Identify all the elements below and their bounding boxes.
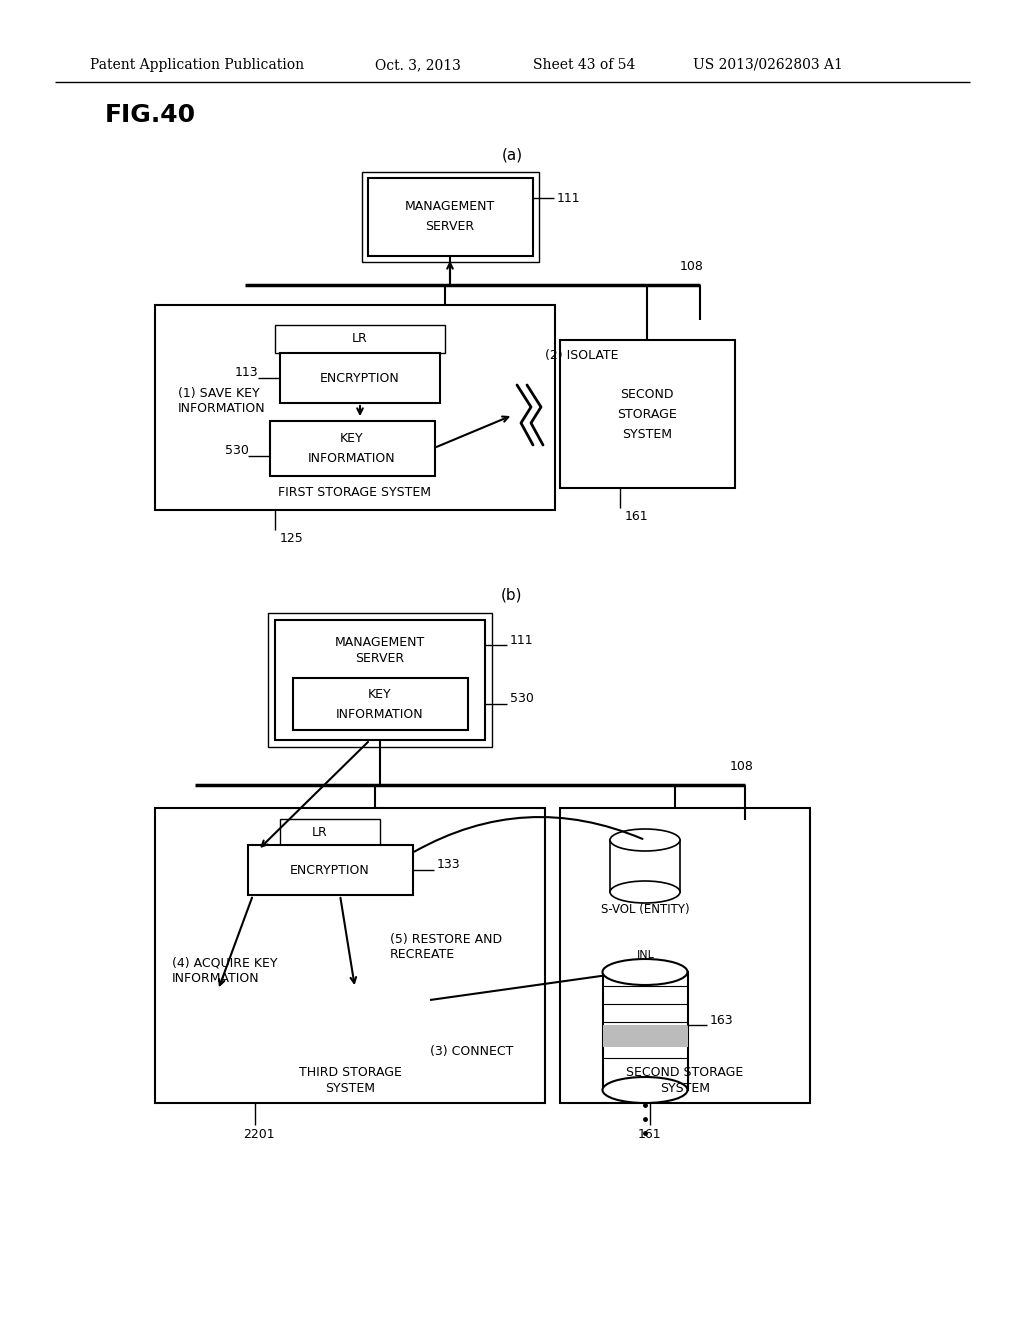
Text: SYSTEM: SYSTEM <box>325 1082 375 1096</box>
Text: (3) CONNECT: (3) CONNECT <box>430 1045 513 1059</box>
Text: INFORMATION: INFORMATION <box>308 451 396 465</box>
Bar <box>560 341 735 488</box>
Text: 161: 161 <box>638 1129 662 1142</box>
Bar <box>362 172 539 261</box>
Bar <box>248 845 413 895</box>
Text: 108: 108 <box>730 760 754 774</box>
Text: KEY: KEY <box>369 688 392 701</box>
Text: US 2013/0262803 A1: US 2013/0262803 A1 <box>693 58 843 73</box>
Bar <box>560 808 810 1104</box>
Text: SERVER: SERVER <box>355 652 404 664</box>
Text: INFORMATION: INFORMATION <box>178 401 265 414</box>
Text: (b): (b) <box>502 587 522 602</box>
Text: SECOND STORAGE: SECOND STORAGE <box>627 1067 743 1080</box>
Text: 125: 125 <box>280 532 304 544</box>
Bar <box>155 808 545 1104</box>
Ellipse shape <box>610 829 680 851</box>
Text: Sheet 43 of 54: Sheet 43 of 54 <box>534 58 635 73</box>
Bar <box>280 818 380 845</box>
Text: 161: 161 <box>625 510 648 523</box>
Text: 530: 530 <box>225 444 249 457</box>
Text: JNL: JNL <box>636 950 654 960</box>
Bar <box>368 178 534 256</box>
Text: (1) SAVE KEY: (1) SAVE KEY <box>178 387 260 400</box>
Bar <box>275 620 485 741</box>
Text: FIRST STORAGE SYSTEM: FIRST STORAGE SYSTEM <box>279 486 431 499</box>
Text: SYSTEM: SYSTEM <box>660 1082 710 1096</box>
Bar <box>275 325 445 352</box>
Bar <box>603 1026 688 1047</box>
Text: SECOND: SECOND <box>621 388 674 400</box>
Text: 530: 530 <box>510 693 534 705</box>
Text: INFORMATION: INFORMATION <box>336 708 424 721</box>
Text: 113: 113 <box>234 366 259 379</box>
Text: LR: LR <box>352 333 368 346</box>
Text: (4) ACQUIRE KEY: (4) ACQUIRE KEY <box>172 957 278 969</box>
Text: S-VOL (ENTITY): S-VOL (ENTITY) <box>601 903 689 916</box>
Text: SERVER: SERVER <box>425 220 474 234</box>
Text: (5) RESTORE AND: (5) RESTORE AND <box>390 933 502 946</box>
Text: (a): (a) <box>502 148 522 162</box>
Text: LR: LR <box>312 825 328 838</box>
Text: MANAGEMENT: MANAGEMENT <box>335 635 425 648</box>
Bar <box>270 421 435 477</box>
Text: 111: 111 <box>557 191 581 205</box>
Text: INFORMATION: INFORMATION <box>172 972 260 985</box>
Ellipse shape <box>602 960 687 985</box>
Text: 133: 133 <box>437 858 461 871</box>
Text: SYSTEM: SYSTEM <box>622 428 672 441</box>
Bar <box>268 612 492 747</box>
Text: STORAGE: STORAGE <box>617 408 677 421</box>
Bar <box>610 840 680 892</box>
Text: KEY: KEY <box>340 432 364 445</box>
Text: 111: 111 <box>510 634 534 647</box>
Text: (2) ISOLATE: (2) ISOLATE <box>545 348 618 362</box>
Bar <box>155 305 555 510</box>
Ellipse shape <box>610 880 680 903</box>
Bar <box>293 678 468 730</box>
Text: ENCRYPTION: ENCRYPTION <box>290 863 370 876</box>
Text: 163: 163 <box>710 1014 733 1027</box>
Text: 108: 108 <box>680 260 703 273</box>
Text: RECREATE: RECREATE <box>390 949 455 961</box>
Text: ENCRYPTION: ENCRYPTION <box>321 371 400 384</box>
Ellipse shape <box>602 1077 687 1104</box>
Text: Patent Application Publication: Patent Application Publication <box>90 58 304 73</box>
Text: 2201: 2201 <box>243 1129 274 1142</box>
Text: THIRD STORAGE: THIRD STORAGE <box>299 1067 401 1080</box>
Text: Oct. 3, 2013: Oct. 3, 2013 <box>375 58 461 73</box>
Bar <box>280 352 440 403</box>
Bar <box>603 972 688 1090</box>
Text: FIG.40: FIG.40 <box>105 103 197 127</box>
Text: MANAGEMENT: MANAGEMENT <box>404 201 496 214</box>
